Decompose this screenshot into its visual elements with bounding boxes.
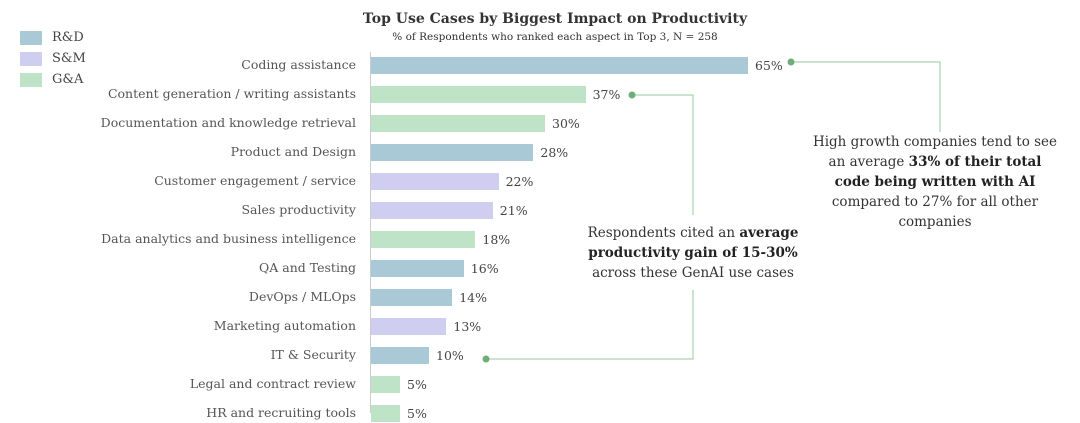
bar [371,347,429,364]
bar-row: Marketing automation 13% [0,318,1080,336]
category-label: Legal and contract review [189,376,356,391]
category-label: DevOps / MLOps [248,289,356,304]
legend-swatch [20,72,42,87]
legend-label: S&M [52,51,86,66]
value-label: 10% [436,348,464,363]
bar [371,260,464,277]
category-label: Coding assistance [241,57,356,72]
legend: R&D S&M G&A [20,27,86,90]
bar [371,173,499,190]
value-label: 5% [407,377,427,392]
bar-row: Sales productivity 21% [0,202,1080,220]
legend-swatch [20,51,42,66]
value-label: 65% [755,58,783,73]
value-label: 22% [505,174,534,189]
category-label: Marketing automation [213,318,356,333]
annotation-bold: average productivity gain of 15-30% [588,225,799,261]
bar [371,289,453,306]
value-label: 14% [459,290,487,305]
category-label: QA and Testing [259,260,356,275]
bar [371,86,586,103]
bar [371,318,447,335]
legend-entry: G&A [20,69,86,90]
dot-it [482,355,490,363]
bar [371,231,476,248]
connector-growth [791,61,941,132]
bar-row: QA and Testing 16% [0,260,1080,278]
chart-subtitle: % of Respondents who ranked each aspect … [392,31,718,43]
connector-gain-bottom [486,290,694,360]
dot-content [628,91,636,99]
legend-entry: R&D [20,27,86,48]
value-label: 28% [540,145,569,160]
bar-row: Documentation and knowledge retrieval 30… [0,115,1080,133]
value-label: 37% [592,87,621,102]
category-label: IT & Security [270,347,356,362]
category-label: Data analytics and business intelligence [101,231,356,246]
bar-row: Data analytics and business intelligence… [0,231,1080,249]
bar [371,202,493,219]
value-label: 18% [482,232,511,247]
category-label: Product and Design [230,144,356,159]
bar-row: IT & Security 10% [0,347,1080,365]
annotation-text: compared to 27% for all other companies [831,194,1039,230]
value-label: 30% [552,116,580,131]
bar-row: Product and Design 28% [0,144,1080,162]
bar [371,115,545,132]
bar-row: Legal and contract review 5% [0,376,1080,394]
connectors [482,58,941,363]
category-label: Content generation / writing assistants [107,86,356,101]
chart-title: Top Use Cases by Biggest Impact on Produ… [362,11,748,27]
annotation-text: across these GenAI use cases [592,265,794,281]
bar-row: DevOps / MLOps 14% [0,289,1080,307]
annotation-text: Respondents cited an [587,225,740,241]
annotation-growth: High growth companies tend to see an ave… [810,132,1060,232]
value-label: 21% [499,203,528,218]
annotation-gain: Respondents cited an average productivit… [583,223,803,283]
legend-swatch [20,30,42,45]
annotation-bold: 33% of their total code being written wi… [834,154,1042,190]
bar-row: Customer engagement / service 22% [0,173,1080,191]
bar [371,376,400,393]
category-label: Customer engagement / service [154,173,356,188]
axis-line [370,52,371,413]
legend-entry: S&M [20,48,86,69]
bar [371,144,534,161]
bar-row: Content generation / writing assistants … [0,86,1080,104]
bar-row: Coding assistance 65% [0,57,1080,75]
bar [371,57,748,74]
annotation-text: High growth companies tend to see an ave… [812,134,1058,170]
legend-label: G&A [52,72,84,87]
legend-label: R&D [52,30,84,45]
connector-gain-top [632,94,694,215]
value-label: 16% [470,261,499,276]
value-label: 13% [453,319,482,334]
category-label: Sales productivity [241,202,356,217]
category-label: Documentation and knowledge retrieval [100,115,356,130]
dot-coding [787,58,795,66]
